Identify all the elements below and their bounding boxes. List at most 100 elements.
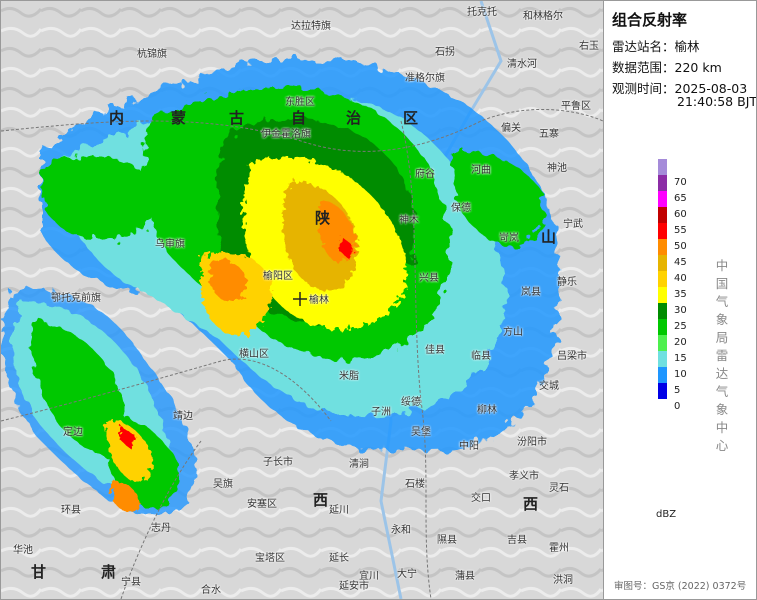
city-label: 合水 — [201, 585, 221, 596]
legend-tick: 35 — [674, 289, 687, 300]
legend-swatch — [658, 367, 667, 383]
city-label: 子长市 — [263, 457, 293, 468]
legend-tick: 50 — [674, 241, 687, 252]
city-label: 宁武 — [563, 219, 583, 230]
city-label: 霍州 — [549, 543, 569, 554]
time-value: 21:40:58 BJT — [677, 94, 757, 109]
city-label: 清水河 — [507, 59, 537, 70]
city-label: 交口 — [471, 493, 491, 504]
legend-unit: dBZ — [656, 509, 677, 520]
city-label: 府谷 — [415, 169, 435, 180]
province-char-zhi: 治 — [346, 109, 364, 127]
time-label: 观测时间： — [612, 81, 675, 96]
city-label: 蒲县 — [455, 571, 475, 582]
city-label: 和林格尔 — [523, 11, 563, 22]
city-label: 岚县 — [521, 287, 541, 298]
legend-swatch — [658, 207, 667, 223]
city-label: 静乐 — [557, 277, 577, 288]
city-label: 神池 — [547, 163, 567, 174]
legend-tick: 65 — [674, 193, 687, 204]
city-label: 横山区 — [239, 349, 269, 360]
info-panel: 组合反射率 雷达站名：榆林 数据范围：220 km 观测时间：2025-08-0… — [603, 1, 757, 599]
city-label: 孝义市 — [509, 471, 539, 482]
city-label: 吉县 — [507, 535, 527, 546]
city-label: 榆林 — [309, 295, 329, 306]
city-label: 兴县 — [419, 273, 439, 284]
province-char-xi: 西 — [313, 491, 331, 509]
legend-tick: 20 — [674, 337, 687, 348]
legend-swatch — [658, 335, 667, 351]
legend-tick: 70 — [674, 177, 687, 188]
city-label: 延川 — [329, 505, 349, 516]
radar-map[interactable]: 内 蒙 古 自 治 区 陕 西 甘 肃 西 山 托克托 和林格尔 达拉特旗 杭锦… — [1, 1, 603, 599]
boundaries — [1, 108, 603, 599]
city-label: 绥德 — [401, 397, 421, 408]
city-label: 宝塔区 — [255, 553, 285, 564]
legend-tick: 45 — [674, 257, 687, 268]
city-label: 神木 — [399, 215, 419, 226]
city-label: 子洲 — [371, 407, 391, 418]
time-row: 观测时间：2025-08-03 — [612, 78, 747, 97]
city-label: 托克托 — [467, 7, 497, 18]
panel-title: 组合反射率 — [612, 11, 688, 29]
city-label: 榆阳区 — [263, 271, 293, 282]
city-label: 吴旗 — [213, 479, 233, 490]
city-label: 交城 — [539, 381, 559, 392]
legend-tick: 25 — [674, 321, 687, 332]
legend-tick: 5 — [674, 385, 681, 396]
legend-tick: 40 — [674, 273, 687, 284]
city-label: 河曲 — [471, 165, 491, 176]
legend-swatch — [658, 159, 667, 175]
legend-swatch — [658, 191, 667, 207]
city-label: 灵石 — [549, 483, 569, 494]
city-label: 石楼 — [405, 479, 425, 490]
city-label: 永和 — [391, 525, 411, 536]
city-label: 临县 — [471, 351, 491, 362]
legend-swatch — [658, 351, 667, 367]
city-label: 右玉 — [579, 41, 599, 52]
province-char-gan: 甘 — [31, 563, 49, 581]
agency-vertical-text: 中国气象局雷达气象中心 — [715, 258, 729, 453]
map-canvas — [1, 1, 603, 599]
province-char-shan: 山 — [541, 228, 559, 246]
legend-tick: 55 — [674, 225, 687, 236]
legend-swatch — [658, 271, 667, 287]
province-char-meng: 蒙 — [171, 109, 189, 127]
city-label: 岢岚 — [499, 233, 519, 244]
city-label: 环县 — [61, 505, 81, 516]
city-label: 五寨 — [539, 129, 559, 140]
legend-swatch — [658, 255, 667, 271]
color-legend — [658, 159, 667, 399]
legend-swatch — [658, 383, 667, 399]
city-label: 保德 — [451, 203, 471, 214]
city-label: 米脂 — [339, 371, 359, 382]
city-label: 靖边 — [173, 411, 193, 422]
city-label: 中阳 — [459, 441, 479, 452]
legend-swatch — [658, 287, 667, 303]
radar-core — [106, 157, 407, 513]
city-label: 柳林 — [477, 405, 497, 416]
city-label: 吴堡 — [411, 427, 431, 438]
station-value: 榆林 — [674, 39, 700, 54]
legend-tick: 30 — [674, 305, 687, 316]
city-label: 佳县 — [425, 345, 445, 356]
city-label: 平鲁区 — [561, 101, 591, 112]
province-char-xi2: 西 — [523, 495, 541, 513]
province-char-qu: 区 — [403, 109, 421, 127]
station-row: 雷达站名：榆林 — [612, 36, 700, 55]
city-label: 华池 — [13, 545, 33, 556]
legend-swatch — [658, 175, 667, 191]
city-label: 鄂托克前旗 — [51, 293, 101, 304]
province-char-nei: 内 — [109, 109, 127, 127]
city-label: 准格尔旗 — [405, 73, 445, 84]
city-label: 洪洞 — [553, 575, 573, 586]
legend-swatch — [658, 239, 667, 255]
city-label: 宜川 — [359, 571, 379, 582]
city-label: 达拉特旗 — [291, 21, 331, 32]
radar-site-marker — [293, 292, 307, 306]
city-label: 汾阳市 — [517, 437, 547, 448]
city-label: 志丹 — [151, 523, 171, 534]
city-label: 吕梁市 — [557, 351, 587, 362]
city-label: 隰县 — [437, 535, 457, 546]
legend-swatch — [658, 303, 667, 319]
